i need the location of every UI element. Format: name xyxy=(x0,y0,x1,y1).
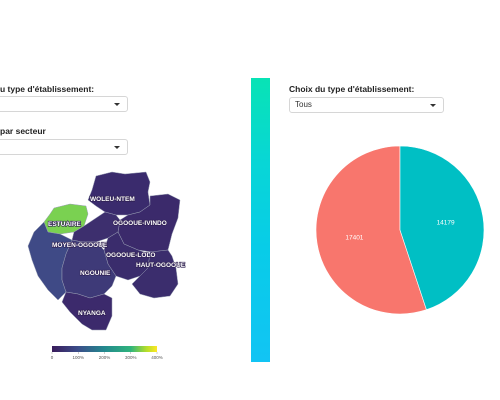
region-woleu-ntem[interactable] xyxy=(87,171,151,216)
region-label-nyanga: NYANGA xyxy=(78,310,106,317)
legend-tick-label: 300% xyxy=(125,355,137,360)
pie-slice[interactable] xyxy=(399,145,485,311)
region-label-ogooue-ivindo: OGOOUE-IVINDO xyxy=(113,220,167,227)
pie-slice[interactable] xyxy=(315,145,427,315)
chevron-down-icon xyxy=(114,103,120,106)
legend-tick-label: 200% xyxy=(99,355,111,360)
type-select-left[interactable] xyxy=(0,96,128,112)
region-label-ogooue-lolo: OGOOUE-LOLO xyxy=(106,252,155,259)
legend-tick-label: 100% xyxy=(72,355,84,360)
region-label-woleu-ntem: WOLEU-NTEM xyxy=(90,196,135,203)
region-haut-ogooue[interactable] xyxy=(131,249,179,299)
type-label-left: u type d'établissement: xyxy=(0,84,95,94)
chevron-down-icon xyxy=(114,146,120,149)
sector-select[interactable] xyxy=(0,139,128,155)
gabon-choropleth-map: WOLEU-NTEM ESTUAIRE OGOOUE-IVINDO MOYEN-… xyxy=(27,171,186,360)
region-label-estuaire: ESTUAIRE xyxy=(48,221,82,228)
pie-chart: 17401 14179 xyxy=(315,145,485,315)
region-label-haut-ogooue: HAUT-OGOOUE xyxy=(136,262,186,269)
region-label-ngounie: NGOUNIE xyxy=(80,270,111,277)
region-labels: WOLEU-NTEM ESTUAIRE OGOOUE-IVINDO MOYEN-… xyxy=(47,195,186,317)
region-label-moyen-ogooue: MOYEN-OGOOUE xyxy=(52,242,108,249)
region-nyanga[interactable] xyxy=(61,291,113,331)
map-legend-bar xyxy=(52,346,157,352)
pie-slice-label: 14179 xyxy=(437,220,455,227)
sector-label: par secteur xyxy=(0,126,46,136)
chevron-down-icon xyxy=(430,104,436,107)
legend-tick-label: 400% xyxy=(151,355,163,360)
panel-divider xyxy=(251,78,270,362)
type-select-right-value: Tous xyxy=(295,100,312,109)
legend-tick-label: 0 xyxy=(51,355,54,360)
type-select-right[interactable]: Tous xyxy=(289,97,444,113)
type-label-right: Choix du type d'établissement: xyxy=(289,84,415,94)
pie-slice-label: 17401 xyxy=(345,234,363,241)
